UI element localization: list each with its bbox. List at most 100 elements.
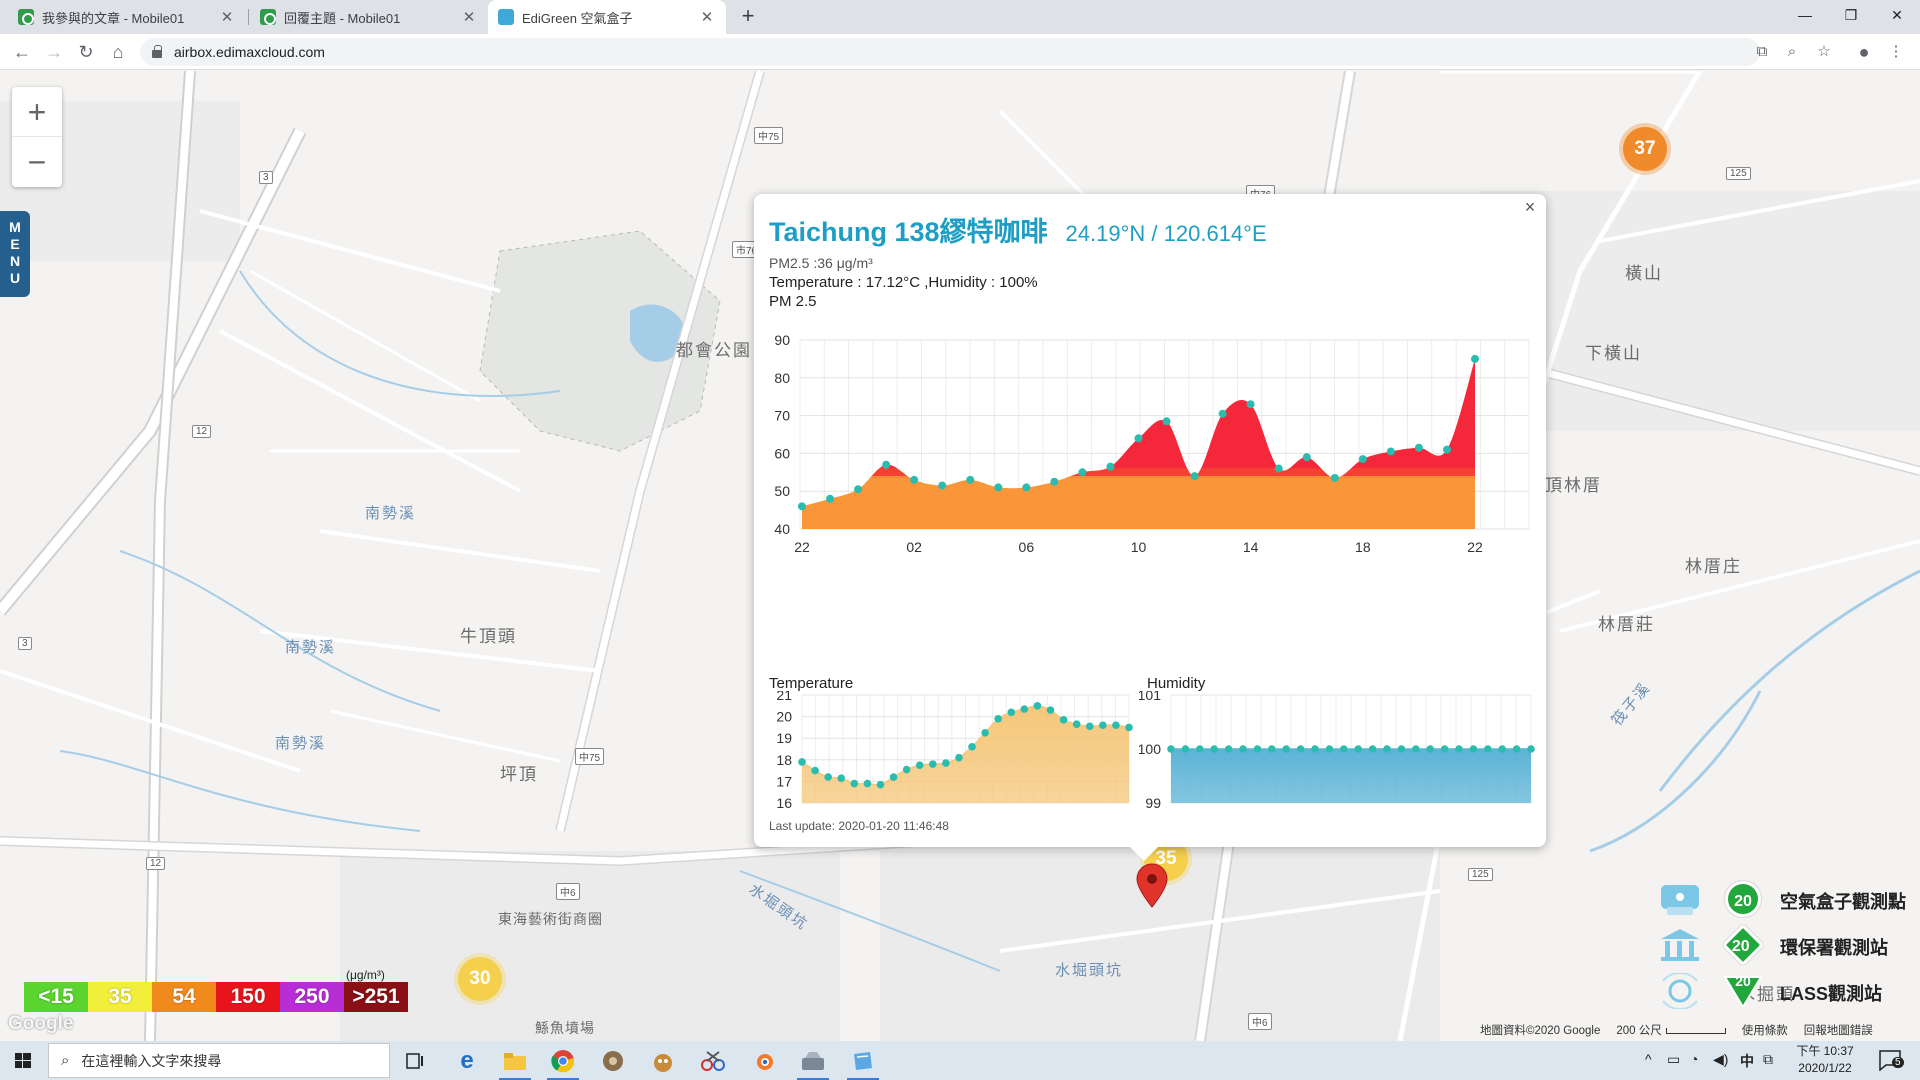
map-label: 林厝庄	[1685, 557, 1742, 576]
tab-divider	[248, 9, 249, 25]
hum-data-point	[1455, 745, 1463, 753]
volume-icon[interactable]: ◀)	[1713, 1051, 1729, 1067]
tab-title: 我參與的文章 - Mobile01	[42, 10, 185, 26]
profile-avatar-icon[interactable]: ●	[1858, 42, 1870, 62]
legend-label: 空氣盒子觀測點	[1780, 892, 1906, 912]
temp-data-point	[850, 779, 859, 788]
back-arrow-icon[interactable]: ←	[13, 42, 31, 62]
app-icon-notebook[interactable]	[843, 1045, 883, 1080]
app-icon-mascot[interactable]	[643, 1045, 683, 1077]
address-bar[interactable]: airbox.edimaxcloud.com	[140, 38, 1760, 66]
pm-x-tick-label: 10	[1131, 539, 1147, 555]
temp-y-tick-label: 20	[776, 709, 792, 725]
report-error-link[interactable]: 回報地圖錯誤	[1803, 1025, 1873, 1037]
tab-edigreen-airbox[interactable]: EdiGreen 空氣盒子 ✕	[488, 0, 726, 34]
chrome-icon[interactable]	[543, 1045, 583, 1080]
input-method-indicator[interactable]: 中	[1740, 1053, 1754, 1069]
sensor-cluster-marker[interactable]: 37	[1623, 127, 1667, 171]
map-label: 南勢溪	[275, 735, 327, 752]
map-canvas[interactable]: 都會公園 南勢溪 南勢溪 南勢溪 牛頂頭 坪頂 橫山 下橫山 頂林厝 林厝庄 林…	[0, 71, 1920, 1041]
temp-area	[802, 705, 1129, 803]
zoom-in-button[interactable]: +	[12, 87, 62, 137]
hum-data-point	[1167, 745, 1175, 753]
reload-icon[interactable]: ↻	[78, 42, 94, 62]
hum-data-point	[1484, 745, 1492, 753]
road-shield: 中6	[1248, 1013, 1272, 1030]
popup-close-button[interactable]: ×	[1524, 197, 1536, 217]
pm-data-point	[910, 475, 919, 484]
hum-data-point	[1296, 745, 1305, 753]
map-label: 東海藝術街商圈	[498, 911, 603, 927]
tab-mobile01-reply[interactable]: 回覆主題 - Mobile01 ✕	[250, 0, 488, 34]
forward-arrow-icon[interactable]: →	[45, 42, 63, 62]
pm-legend-level: 35	[88, 982, 152, 1012]
pm-data-point	[1330, 473, 1339, 482]
temperature-humidity-reading: Temperature : 17.12°C ,Humidity : 100%	[769, 274, 1038, 291]
map-scale: 200 公尺	[1616, 1022, 1726, 1038]
legend-row-lass: 20 LASS觀測站	[1655, 971, 1920, 1011]
show-hidden-icons-icon[interactable]: ^	[1645, 1051, 1652, 1067]
temp-data-point	[1046, 706, 1055, 714]
temp-data-point	[981, 729, 989, 737]
pm-legend-bar: <15 35 54 150 250 >251	[24, 982, 408, 1012]
pm-x-tick-label: 14	[1243, 539, 1259, 555]
taskbar-clock[interactable]: 下午 10:37 2020/1/22	[1780, 1043, 1870, 1077]
new-tab-button[interactable]: +	[741, 3, 755, 28]
app-icon-disk-tool[interactable]	[793, 1045, 833, 1080]
terms-link[interactable]: 使用條款	[1741, 1025, 1788, 1037]
mobile01-favicon-icon	[260, 9, 276, 25]
legend-count-badge: 20	[1725, 881, 1761, 917]
ime-mode-icon[interactable]: ⧉	[1763, 1051, 1773, 1067]
app-icon-blender[interactable]	[743, 1045, 783, 1077]
menu-toggle-button[interactable]: M E N U	[0, 211, 30, 297]
map-label: 鯀魚墳場	[535, 1020, 595, 1036]
pm-data-point	[1274, 464, 1283, 473]
road-shield: 中75	[575, 748, 605, 765]
bookmark-star-icon[interactable]: ☆	[1817, 43, 1831, 60]
maximize-button[interactable]: ❐	[1844, 7, 1858, 23]
temp-data-point	[942, 759, 950, 767]
task-view-icon[interactable]	[395, 1045, 435, 1077]
window-close-button[interactable]: ✕	[1891, 7, 1903, 23]
tab-close-icon[interactable]: ✕	[220, 9, 234, 26]
road-shield: 12	[192, 425, 212, 438]
taskbar-search-box[interactable]: ⌕ 在這裡輸入文字來搜尋	[48, 1043, 390, 1078]
pm-data-point	[938, 481, 947, 490]
pm-y-tick-label: 50	[774, 483, 790, 499]
app-icon-disc[interactable]	[593, 1045, 633, 1077]
file-explorer-icon[interactable]	[495, 1045, 535, 1080]
pm-data-point	[854, 485, 863, 494]
zoom-icon[interactable]: ⌕	[1787, 43, 1797, 60]
pm-x-tick-label: 22	[1467, 539, 1483, 555]
windows-start-icon[interactable]	[0, 1041, 46, 1080]
temp-data-point	[876, 780, 885, 789]
tab-close-icon[interactable]: ✕	[462, 9, 476, 26]
home-icon[interactable]: ⌂	[112, 42, 124, 62]
app-icon-scissors[interactable]	[693, 1045, 733, 1077]
network-icon[interactable]: ◔	[1690, 1051, 1699, 1067]
temp-data-point	[994, 714, 1002, 723]
temp-data-point	[1072, 720, 1081, 728]
minimize-button[interactable]: —	[1798, 7, 1812, 23]
sensor-cluster-marker[interactable]: 30	[458, 957, 502, 1001]
map-scale-label: 200 公尺	[1616, 1025, 1662, 1037]
zoom-out-button[interactable]: −	[27, 144, 47, 180]
tab-close-icon[interactable]: ✕	[700, 9, 714, 26]
pm-legend-level: 150	[216, 982, 280, 1012]
battery-icon[interactable]: ▭	[1667, 1051, 1681, 1067]
map-label: 橫山	[1625, 264, 1663, 283]
notification-center-icon[interactable]: 5	[1878, 1049, 1904, 1072]
temp-data-point	[837, 774, 846, 782]
pm-legend-level: >251	[344, 982, 408, 1012]
hum-data-point	[1527, 745, 1535, 753]
translate-icon[interactable]: ⧉	[1756, 43, 1768, 60]
road-shield: 125	[1468, 868, 1493, 881]
tab-mobile01-articles[interactable]: 我參與的文章 - Mobile01 ✕	[8, 0, 246, 34]
legend-label: 環保署觀測站	[1780, 938, 1888, 958]
hum-data-point	[1181, 745, 1190, 753]
pm-data-point	[1302, 453, 1311, 462]
edge-browser-icon[interactable]: e	[460, 1047, 474, 1074]
browser-menu-icon[interactable]: ⋮	[1888, 43, 1904, 60]
hum-data-point	[1239, 745, 1247, 753]
selected-location-pin-icon[interactable]	[1135, 863, 1169, 909]
